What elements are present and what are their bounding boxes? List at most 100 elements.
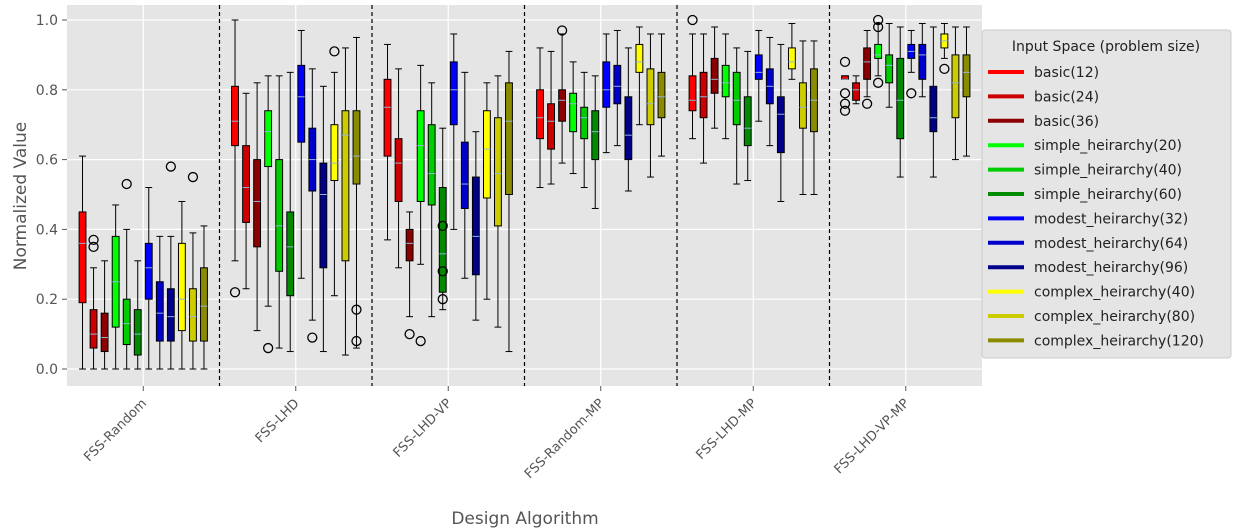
box-body bbox=[547, 103, 555, 150]
outlier-point bbox=[351, 335, 362, 347]
y-tick-label: 1.0 bbox=[36, 13, 58, 29]
outlier-point bbox=[906, 88, 917, 99]
box-basic(24) bbox=[394, 68, 403, 269]
box-body bbox=[416, 110, 425, 202]
outlier-point bbox=[165, 161, 177, 172]
outlier-point bbox=[839, 105, 851, 116]
box-body bbox=[100, 312, 109, 353]
box-basic(12) bbox=[78, 155, 87, 370]
box-complex_heirarchy(80) bbox=[951, 26, 960, 161]
box-complex_heirarchy(120) bbox=[657, 33, 666, 157]
x-axis-label: Design Algorithm bbox=[451, 509, 598, 529]
box-body bbox=[558, 89, 567, 122]
box-body bbox=[383, 78, 392, 157]
box-modest_heirarchy(64) bbox=[307, 68, 318, 343]
outlier-point bbox=[437, 266, 448, 277]
outlier-point bbox=[88, 241, 99, 253]
box-complex_heirarchy(120) bbox=[962, 26, 971, 157]
legend-label: complex_heirarchy(120) bbox=[1034, 333, 1204, 349]
box-body bbox=[646, 68, 655, 126]
box-simple_heirarchy(60) bbox=[743, 50, 752, 182]
box-body bbox=[494, 117, 502, 227]
box-simple_heirarchy(40) bbox=[427, 82, 436, 318]
box-body bbox=[874, 43, 883, 59]
box-basic(36) bbox=[861, 29, 873, 109]
box-modest_heirarchy(64) bbox=[765, 36, 774, 147]
outlier-point bbox=[437, 294, 448, 305]
outlier-point bbox=[121, 178, 132, 190]
box-simple_heirarchy(60) bbox=[896, 26, 905, 178]
box-body bbox=[580, 106, 589, 140]
legend-label: simple_heirarchy(60) bbox=[1034, 187, 1182, 203]
outlier-point bbox=[404, 328, 415, 340]
box-modest_heirarchy(96) bbox=[624, 47, 633, 192]
box-body bbox=[155, 281, 164, 342]
x-tick-label: FSS-LHD-VP-MP bbox=[832, 396, 913, 477]
outlier-point bbox=[839, 56, 851, 68]
legend-label: complex_heirarchy(40) bbox=[1034, 285, 1195, 301]
outlier-point bbox=[88, 234, 99, 246]
box-modest_heirarchy(64) bbox=[460, 71, 469, 279]
box-body bbox=[624, 96, 633, 161]
outlier-point bbox=[861, 98, 873, 109]
box-body bbox=[505, 82, 513, 195]
x-tick-label: FSS-Random bbox=[81, 396, 150, 465]
box-body bbox=[438, 187, 447, 293]
box-basic(12) bbox=[536, 47, 544, 189]
box-modest_heirarchy(32) bbox=[754, 29, 763, 122]
box-body bbox=[721, 64, 730, 98]
box-body bbox=[471, 176, 480, 276]
legend-label: complex_heirarchy(80) bbox=[1034, 309, 1195, 325]
box-body bbox=[405, 228, 414, 262]
box-basic(12) bbox=[229, 19, 241, 298]
box-modest_heirarchy(32) bbox=[906, 29, 917, 99]
box-body bbox=[754, 54, 763, 80]
box-basic(12) bbox=[687, 14, 698, 140]
legend-label: basic(24) bbox=[1034, 89, 1099, 105]
box-body bbox=[264, 110, 273, 168]
y-tick-label: 0.8 bbox=[36, 83, 58, 99]
box-basic(24) bbox=[242, 92, 250, 290]
box-body bbox=[177, 242, 186, 332]
box-modest_heirarchy(96) bbox=[471, 131, 480, 321]
box-simple_heirarchy(40) bbox=[275, 75, 284, 349]
outlier-point bbox=[415, 335, 426, 347]
outlier-point bbox=[872, 21, 884, 33]
legend-label: basic(36) bbox=[1034, 114, 1099, 130]
box-basic(12) bbox=[383, 43, 392, 241]
box-complex_heirarchy(40) bbox=[329, 46, 340, 297]
x-tick-label: FSS-Random-MP bbox=[522, 396, 608, 482]
box-basic(36) bbox=[100, 260, 109, 370]
legend-label: modest_heirarchy(32) bbox=[1034, 211, 1188, 227]
x-tick-label: FSS-LHD bbox=[253, 396, 303, 446]
legend-label: modest_heirarchy(64) bbox=[1034, 236, 1188, 252]
box-body bbox=[602, 61, 611, 108]
legend-frame bbox=[981, 29, 1232, 359]
box-body bbox=[852, 82, 860, 101]
box-body bbox=[951, 54, 960, 119]
box-basic(24) bbox=[852, 75, 860, 105]
box-complex_heirarchy(80) bbox=[799, 40, 807, 195]
box-simple_heirarchy(60) bbox=[133, 260, 142, 370]
box-complex_heirarchy(80) bbox=[646, 33, 655, 178]
box-simple_heirarchy(20) bbox=[872, 14, 884, 88]
box-modest_heirarchy(96) bbox=[776, 43, 785, 202]
box-simple_heirarchy(40) bbox=[885, 22, 894, 108]
box-body bbox=[918, 43, 927, 80]
box-body bbox=[394, 138, 403, 202]
box-body bbox=[613, 64, 622, 105]
box-body bbox=[776, 96, 785, 154]
box-body bbox=[863, 47, 872, 80]
box-basic(12) bbox=[839, 56, 851, 116]
boxes bbox=[78, 14, 971, 370]
legend-label: simple_heirarchy(20) bbox=[1034, 138, 1182, 154]
outlier-point bbox=[351, 304, 362, 315]
outlier-point bbox=[687, 14, 698, 26]
box-body bbox=[166, 288, 175, 342]
box-complex_heirarchy(120) bbox=[351, 36, 362, 349]
y-tick-label: 0.2 bbox=[36, 292, 58, 308]
x-tick-label: FSS-LHD-MP bbox=[693, 396, 760, 463]
box-body bbox=[449, 61, 458, 126]
box-body bbox=[231, 85, 239, 147]
box-basic(36) bbox=[710, 26, 719, 129]
